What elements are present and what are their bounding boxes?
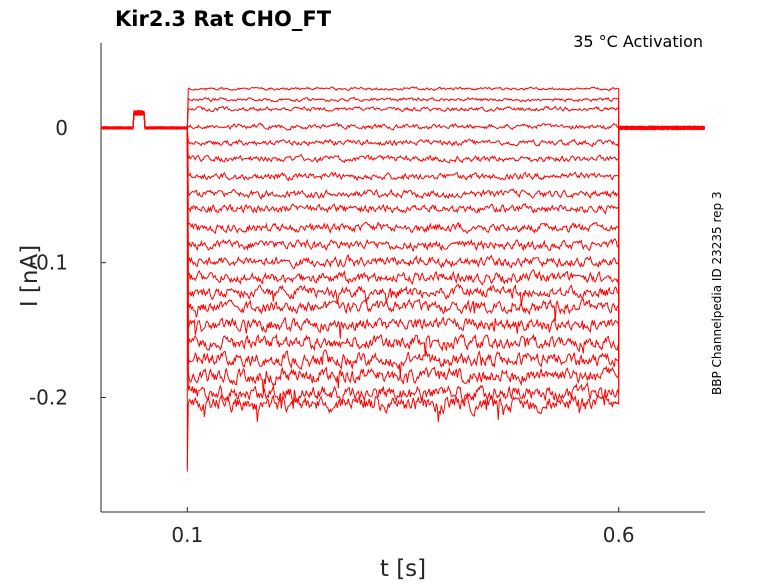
series-line [101,110,706,164]
series-line [100,110,706,182]
ticks: 0 -0.1 -0.2 0.1 0.6 [29,116,635,547]
chart-title: Kir2.3 Rat CHO_FT [115,7,332,31]
series-line [100,109,706,394]
series-line [100,109,706,148]
y-tick-label: -0.2 [29,385,68,409]
series-line [100,109,706,321]
side-label: BBP Channelpedia ID 23235 rep 3 [710,191,724,395]
series-line [100,105,705,131]
annotation-label: 35 °C Activation [573,32,703,51]
series-line [100,110,705,357]
series-line [100,109,706,377]
series-line [100,109,706,215]
x-tick-label: 0.1 [171,523,203,547]
series-line [100,110,706,269]
series-line [100,109,705,253]
x-tick-label: 0.6 [603,523,635,547]
series-line [100,109,706,286]
series-line [100,110,705,409]
series-line [100,110,706,472]
y-axis-label: I [nA] [17,245,43,307]
series-line [100,110,706,200]
plot-area: 0 -0.1 -0.2 0.1 0.6 [29,43,706,547]
series-line [100,109,705,307]
traces [100,86,706,472]
series-line [100,109,706,132]
y-tick-label: -0.1 [29,251,68,275]
series-line [100,109,705,235]
series-line [100,86,706,131]
y-tick-label: 0 [55,116,68,140]
series-line [100,110,705,339]
series-line [100,96,705,131]
x-axis-label: t [s] [380,556,426,582]
